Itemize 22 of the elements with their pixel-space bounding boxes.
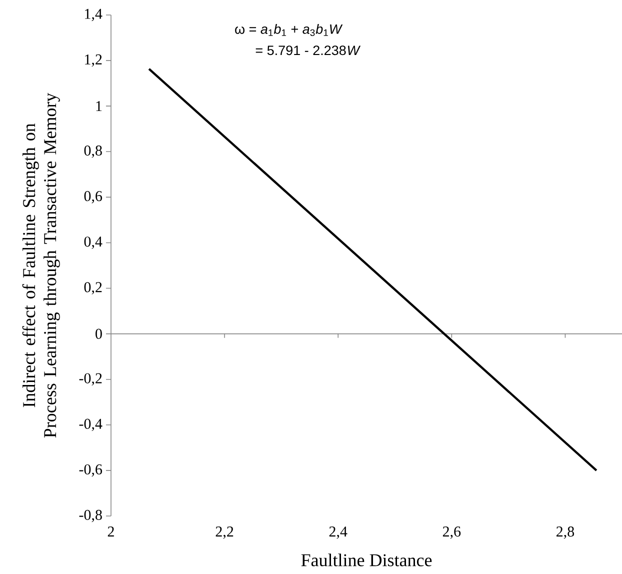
y-tick-label: -0,2 bbox=[79, 373, 102, 386]
y-tick-label: -0,8 bbox=[79, 510, 102, 522]
y-tick-label: 1,4 bbox=[85, 8, 102, 22]
y-axis-title: Indirect effect of Faultline Strength on Process Learning through Transactive Memory bbox=[22, 92, 60, 438]
y-tick-label: 0 bbox=[96, 328, 102, 339]
x-tick-label: 2,6 bbox=[442, 526, 461, 539]
x-tick-label: 2,2 bbox=[216, 526, 234, 539]
y-tick-label: 0,6 bbox=[84, 191, 102, 204]
y-tick-label: 0,2 bbox=[84, 282, 102, 294]
x-tick-label: 2,4 bbox=[329, 526, 348, 539]
x-tick-label: 2,8 bbox=[556, 526, 574, 539]
x-tick-label: 2 bbox=[108, 526, 114, 536]
y-tick-label: 1,2 bbox=[85, 54, 102, 67]
annotation: = 5.791 - 2.238 bbox=[256, 46, 346, 56]
y-tick-label: 0,8 bbox=[84, 145, 102, 158]
text: ω = a$_{1}$b$_{1}$ + a$_{3}$b$_{1}$W bbox=[235, 24, 343, 36]
annotation: W bbox=[348, 46, 361, 55]
y-tick-label: 0,4 bbox=[84, 236, 102, 249]
y-tick-label: 1 bbox=[96, 101, 102, 112]
y-tick-label: -0,4 bbox=[79, 418, 102, 432]
y-tick-label: -0,6 bbox=[79, 464, 102, 477]
x-axis-title: Faultline Distance bbox=[301, 554, 432, 566]
